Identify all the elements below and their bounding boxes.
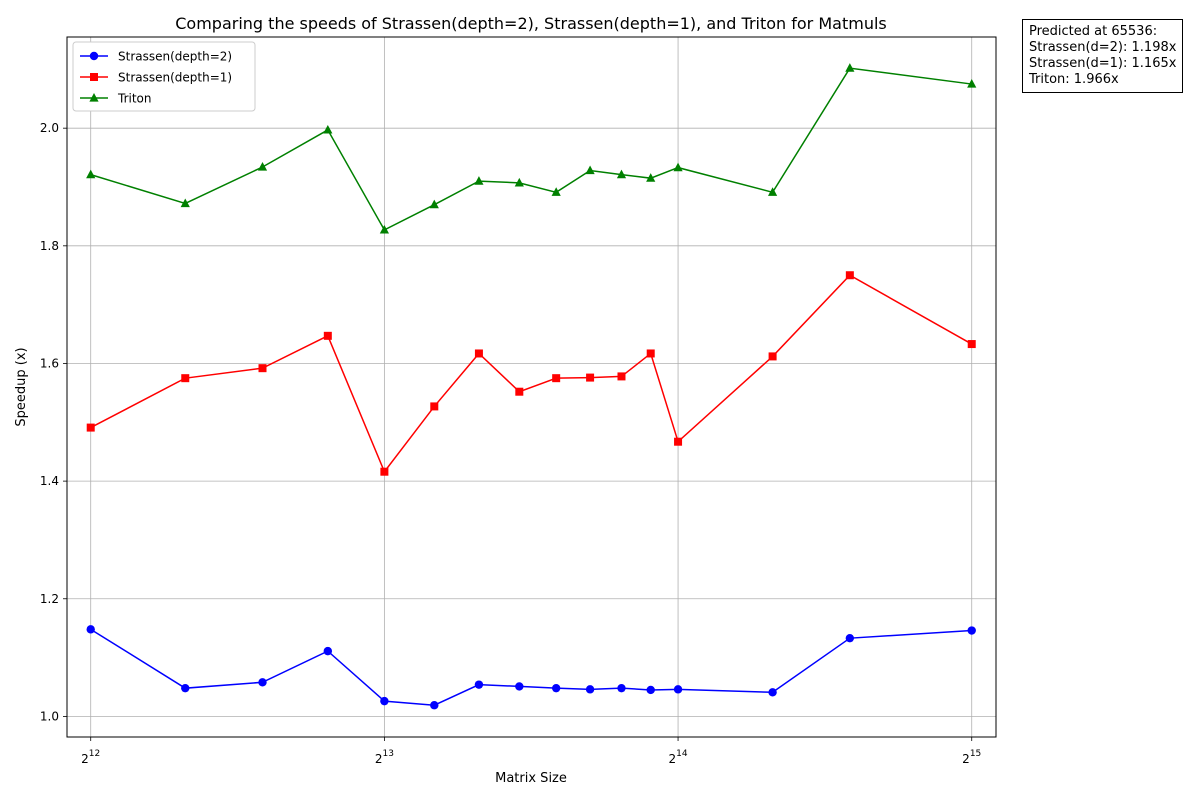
legend-label: Strassen(depth=1) <box>118 71 232 85</box>
series-layer <box>86 63 977 710</box>
grid <box>67 37 996 737</box>
data-point <box>768 352 777 361</box>
legend-label: Triton <box>117 92 152 106</box>
data-point <box>514 177 524 187</box>
data-point <box>180 198 190 208</box>
x-tick-label: 213 <box>375 749 394 766</box>
data-point <box>474 680 484 689</box>
data-point <box>767 187 778 196</box>
data-point <box>646 349 655 358</box>
data-point <box>617 372 626 381</box>
y-axis-label: Speedup (x) <box>14 347 29 426</box>
annotation-line: Strassen(d=2): 1.198x <box>1029 40 1177 55</box>
legend-marker <box>90 73 98 81</box>
legend-marker <box>89 51 99 61</box>
data-point <box>380 696 389 706</box>
axis-ticks: 1.0 1.2 1.4 1.6 1.8 2.0 212 213 214 215 <box>40 121 981 766</box>
data-point <box>323 124 333 134</box>
data-point <box>258 364 267 373</box>
chart-title: Comparing the speeds of Strassen(depth=2… <box>175 14 886 33</box>
data-point <box>585 685 595 694</box>
data-point <box>323 646 333 656</box>
data-point <box>673 162 683 172</box>
data-point <box>646 685 655 695</box>
data-point <box>845 271 854 280</box>
data-point <box>674 437 683 446</box>
data-point <box>86 625 95 634</box>
data-point <box>845 63 855 72</box>
series-line <box>90 67 972 231</box>
plot-frame <box>66 36 997 738</box>
data-point <box>551 187 561 196</box>
x-tick-label: 215 <box>962 749 981 766</box>
data-point <box>258 678 267 687</box>
annotation-line: Triton: 1.966x <box>1029 72 1119 87</box>
data-point <box>429 199 439 209</box>
data-point <box>552 374 561 383</box>
data-point <box>181 683 190 693</box>
data-point <box>845 633 855 643</box>
data-point <box>474 176 484 185</box>
data-point <box>181 374 190 383</box>
data-point <box>967 79 977 88</box>
data-point <box>967 626 976 635</box>
data-point <box>768 688 777 697</box>
series-line <box>90 274 973 474</box>
data-point <box>617 683 626 693</box>
legend-marker <box>89 93 99 102</box>
y-tick-label: 1.4 <box>40 474 59 488</box>
data-point <box>967 340 976 349</box>
y-tick-label: 1.6 <box>40 356 59 370</box>
data-point <box>257 162 268 171</box>
data-point <box>616 169 627 179</box>
annotation-line: Strassen(d=1): 1.165x <box>1029 56 1177 71</box>
legend-box <box>72 41 256 112</box>
prediction-annotation: Predicted at 65536: Strassen(d=2): 1.198… <box>1022 19 1184 93</box>
data-point <box>379 224 389 234</box>
annotation-line: Predicted at 65536: <box>1029 24 1158 39</box>
data-point <box>585 165 595 175</box>
data-point <box>646 173 656 182</box>
series-1 <box>86 271 976 476</box>
data-point <box>430 701 439 710</box>
data-point <box>515 682 524 691</box>
data-point <box>586 373 595 382</box>
series-0 <box>86 625 976 710</box>
series-line <box>90 628 972 707</box>
data-point <box>515 387 524 396</box>
y-tick-label: 2.0 <box>40 121 59 135</box>
data-point <box>323 331 332 340</box>
y-tick-label: 1.2 <box>40 592 59 606</box>
x-axis-label: Matrix Size <box>495 771 567 786</box>
y-tick-label: 1.0 <box>40 709 59 723</box>
y-tick-label: 1.8 <box>40 239 59 253</box>
data-point <box>430 402 439 411</box>
data-point <box>86 423 95 432</box>
legend: Strassen(depth=2) Strassen(depth=1) Triton <box>72 41 256 112</box>
x-tick-label: 212 <box>81 749 100 766</box>
data-point <box>380 467 389 476</box>
legend-label: Strassen(depth=2) <box>118 50 232 64</box>
data-point <box>551 683 561 693</box>
x-tick-label: 214 <box>669 749 688 766</box>
data-point <box>474 349 483 358</box>
series-2 <box>86 63 977 234</box>
data-point <box>673 685 683 694</box>
data-point <box>86 169 96 179</box>
